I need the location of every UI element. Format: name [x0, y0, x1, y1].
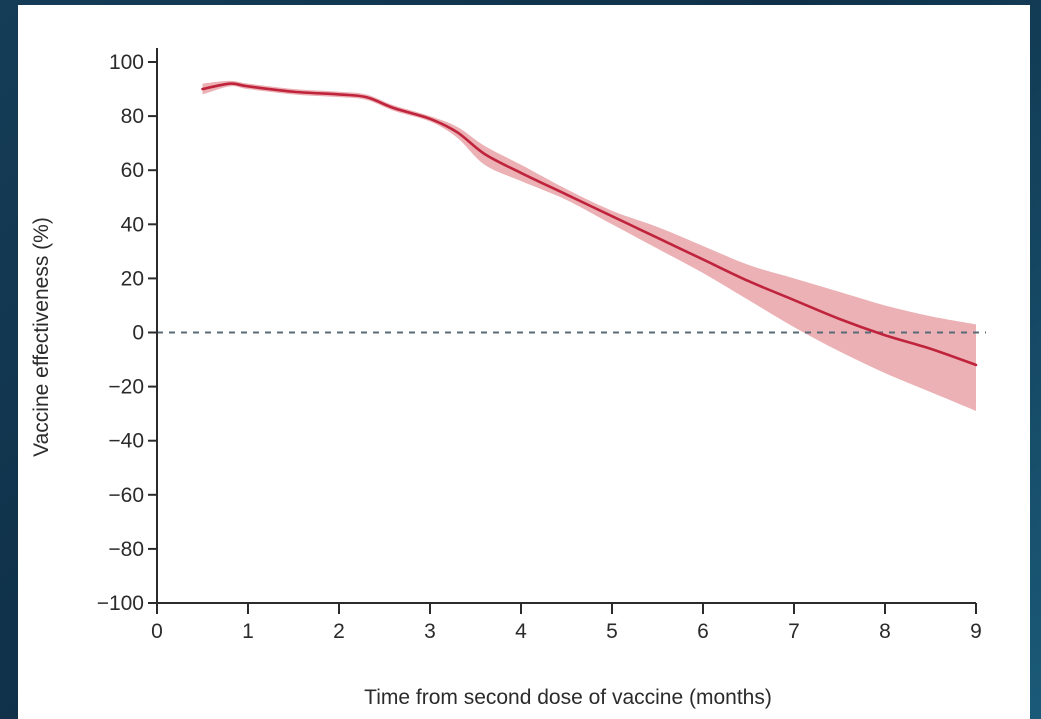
x-tick-label-1: 1 [242, 620, 254, 643]
effectiveness-chart: 100 80 60 40 20 0 −20 −40 −60 −80 −100 0 1 2 3 4 5 6 7 8 9 T… [30, 48, 986, 709]
x-tick-label-9: 9 [970, 620, 982, 643]
y-tick-label-5: 0 [132, 322, 144, 345]
chart-panel: 100 80 60 40 20 0 −20 −40 −60 −80 −100 0 1 2 3 4 5 6 7 8 9 T… [18, 5, 1030, 719]
y-tick-label-4: 20 [121, 267, 144, 290]
x-tick-label-4: 4 [515, 620, 527, 643]
x-tick-label-8: 8 [879, 620, 891, 643]
y-tick-label-6: −20 [108, 376, 144, 399]
effectiveness-line-0 [201, 82, 978, 367]
x-tick-label-7: 7 [788, 620, 800, 643]
x-tick-label-2: 2 [333, 620, 345, 643]
y-tick-label-2: 60 [121, 159, 144, 182]
y-tick-label-9: −80 [108, 538, 144, 561]
x-tick-label-0: 0 [151, 620, 163, 643]
x-tick-label-3: 3 [424, 620, 436, 643]
y-tick-label-3: 40 [121, 213, 144, 236]
confidence-band-0 [202, 80, 976, 411]
x-tick-label-5: 5 [606, 620, 618, 643]
x-tick-label-6: 6 [697, 620, 709, 643]
y-tick-label-7: −40 [108, 430, 144, 453]
y-tick-label-8: −60 [108, 484, 144, 507]
y-axis-title: Vaccine effectiveness (%) [30, 217, 53, 457]
y-tick-label-0: 100 [109, 51, 144, 74]
y-tick-label-1: 80 [121, 105, 144, 128]
y-tick-label-10: −100 [97, 592, 144, 615]
x-axis-title: Time from second dose of vaccine (months… [364, 686, 772, 709]
